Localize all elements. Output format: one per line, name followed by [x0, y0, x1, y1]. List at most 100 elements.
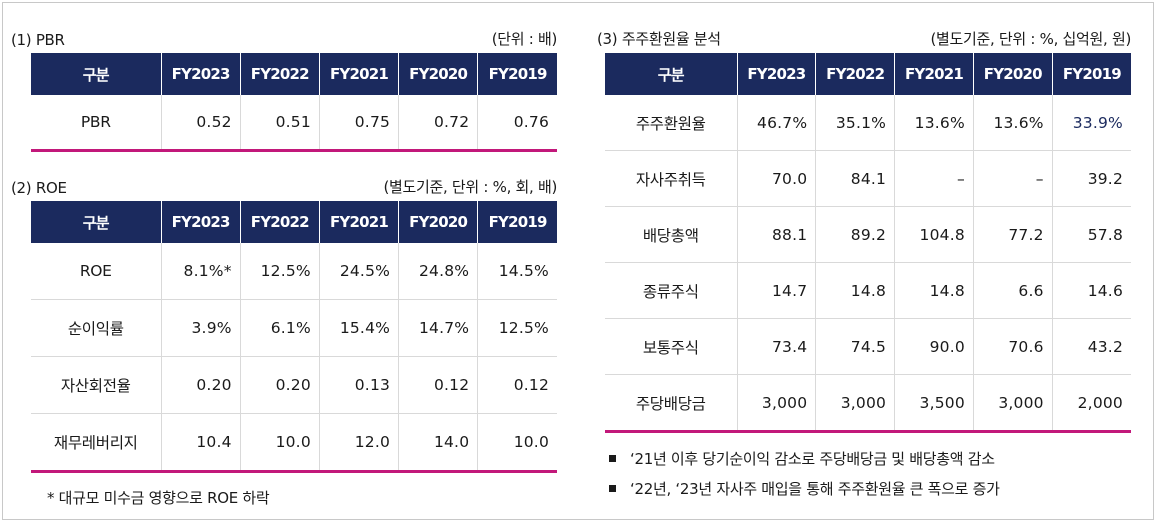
cell: 90.0: [894, 318, 974, 375]
pbr-title: (1) PBR: [11, 31, 65, 49]
cell: 3.9%: [160, 299, 241, 357]
cell: 12.5%: [477, 299, 557, 357]
col-header: FY2023: [160, 201, 241, 243]
return-notes: ‘21년 이후 당기순이익 감소로 주당배당금 및 배당총액 감소 ‘22년, …: [609, 443, 1131, 503]
col-header: FY2021: [318, 53, 399, 95]
col-header: FY2021: [894, 53, 974, 95]
list-item: ‘22년, ‘23년 자사주 매입을 통해 주주환원율 큰 폭으로 증가: [609, 473, 1131, 503]
roe-title: (2) ROE: [11, 179, 67, 197]
cell: 35.1%: [815, 95, 895, 151]
cell: 3,500: [894, 374, 974, 433]
row-label: ROE: [31, 243, 161, 300]
roe-header-row: 구분 FY2023 FY2022 FY2021 FY2020 FY2019: [31, 201, 557, 243]
cell: 14.8: [894, 262, 974, 319]
col-header: FY2022: [239, 201, 320, 243]
cell: 3,000: [815, 374, 895, 433]
row-label: PBR: [31, 95, 161, 152]
cell: 0.12: [398, 356, 478, 414]
cell: 0.75: [318, 95, 399, 152]
cell: 2,000: [1051, 374, 1131, 433]
cell: 14.7%: [398, 299, 478, 357]
cell: 70.6: [972, 318, 1053, 375]
table-row: 자산회전율 0.20 0.20 0.13 0.12 0.12: [31, 356, 557, 414]
cell: 3,000: [736, 374, 816, 433]
row-label: 종류주식: [605, 262, 737, 319]
list-item: ‘21년 이후 당기순이익 감소로 주당배당금 및 배당총액 감소: [609, 443, 1131, 473]
cell: 89.2: [815, 206, 895, 263]
roe-footnote: * 대규모 미수금 영향으로 ROE 하락: [47, 489, 270, 507]
table-row: 종류주식 14.7 14.8 14.8 6.6 14.6: [605, 262, 1131, 319]
table-row: 주당배당금 3,000 3,000 3,500 3,000 2,000: [605, 374, 1131, 433]
cell: 12.5%: [239, 243, 320, 300]
cell: 10.4: [160, 413, 241, 473]
row-label: 보통주식: [605, 318, 737, 375]
col-header: FY2022: [239, 53, 320, 95]
table-row: 순이익률 3.9% 6.1% 15.4% 14.7% 12.5%: [31, 299, 557, 357]
col-header: FY2021: [318, 201, 399, 243]
row-label: 자산회전율: [31, 356, 161, 414]
row-label: 자사주취득: [605, 150, 737, 207]
cell: 73.4: [736, 318, 816, 375]
col-header: FY2023: [736, 53, 816, 95]
cell: 6.1%: [239, 299, 320, 357]
cell: 0.12: [477, 356, 557, 414]
cell: 0.52: [160, 95, 241, 152]
cell: 12.0: [318, 413, 399, 473]
table-row: PBR 0.52 0.51 0.75 0.72 0.76: [31, 95, 557, 152]
row-label: 배당총액: [605, 206, 737, 263]
roe-table: 구분 FY2023 FY2022 FY2021 FY2020 FY2019 RO…: [31, 201, 557, 473]
cell: 104.8: [894, 206, 974, 263]
note-text: ‘21년 이후 당기순이익 감소로 주당배당금 및 배당총액 감소: [630, 449, 995, 468]
return-header-row: 구분 FY2023 FY2022 FY2021 FY2020 FY2019: [605, 53, 1131, 95]
table-row: 재무레버리지 10.4 10.0 12.0 14.0 10.0: [31, 413, 557, 473]
cell: 14.0: [398, 413, 478, 473]
row-label: 순이익률: [31, 299, 161, 357]
pbr-header-row: 구분 FY2023 FY2022 FY2021 FY2020 FY2019: [31, 53, 557, 95]
note-text: ‘22년, ‘23년 자사주 매입을 통해 주주환원율 큰 폭으로 증가: [630, 479, 1000, 498]
roe-caption: (2) ROE (별도기준, 단위 : %, 회, 배): [11, 171, 557, 197]
cell: 39.2: [1051, 150, 1131, 207]
cell: 6.6: [972, 262, 1053, 319]
col-header: FY2019: [477, 201, 557, 243]
col-header: FY2019: [477, 53, 557, 95]
row-label: 재무레버리지: [31, 413, 161, 473]
square-bullet-icon: [609, 484, 616, 492]
cell: 57.8: [1051, 206, 1131, 263]
cell: 33.9%: [1051, 95, 1131, 151]
cell: 0.20: [239, 356, 320, 414]
col-header: FY2020: [398, 53, 478, 95]
cell: 0.13: [318, 356, 399, 414]
cell: 24.8%: [398, 243, 478, 300]
cell: 13.6%: [972, 95, 1053, 151]
cell: 15.4%: [318, 299, 399, 357]
cell: 3,000: [972, 374, 1053, 433]
shareholder-return-unit: (별도기준, 단위 : %, 십억원, 원): [930, 30, 1131, 48]
cell: 14.8: [815, 262, 895, 319]
col-header: FY2019: [1051, 53, 1131, 95]
col-header: 구분: [605, 53, 737, 95]
cell: 10.0: [239, 413, 320, 473]
col-header: FY2020: [972, 53, 1053, 95]
cell: 14.5%: [477, 243, 557, 300]
cell: 24.5%: [318, 243, 399, 300]
table-row: 보통주식 73.4 74.5 90.0 70.6 43.2: [605, 318, 1131, 375]
cell: 14.6: [1051, 262, 1131, 319]
cell: 13.6%: [894, 95, 974, 151]
col-header: FY2022: [815, 53, 895, 95]
cell: 14.7: [736, 262, 816, 319]
col-header: FY2020: [398, 201, 478, 243]
roe-unit: (별도기준, 단위 : %, 회, 배): [383, 178, 557, 196]
shareholder-return-panel: (3) 주주환원율 분석 (별도기준, 단위 : %, 십억원, 원) 구분 F…: [597, 23, 1131, 503]
pbr-table: 구분 FY2023 FY2022 FY2021 FY2020 FY2019 PB…: [31, 53, 557, 152]
cell: 43.2: [1051, 318, 1131, 375]
col-header: 구분: [31, 201, 161, 243]
shareholder-return-table: 구분 FY2023 FY2022 FY2021 FY2020 FY2019 주주…: [605, 53, 1131, 433]
square-bullet-icon: [609, 454, 616, 462]
cell: 0.72: [398, 95, 478, 152]
col-header: 구분: [31, 53, 161, 95]
pbr-unit: (단위 : 배): [491, 30, 558, 48]
shareholder-return-caption: (3) 주주환원율 분석 (별도기준, 단위 : %, 십억원, 원): [597, 23, 1131, 49]
cell: 88.1: [736, 206, 816, 263]
cell: 0.76: [477, 95, 557, 152]
